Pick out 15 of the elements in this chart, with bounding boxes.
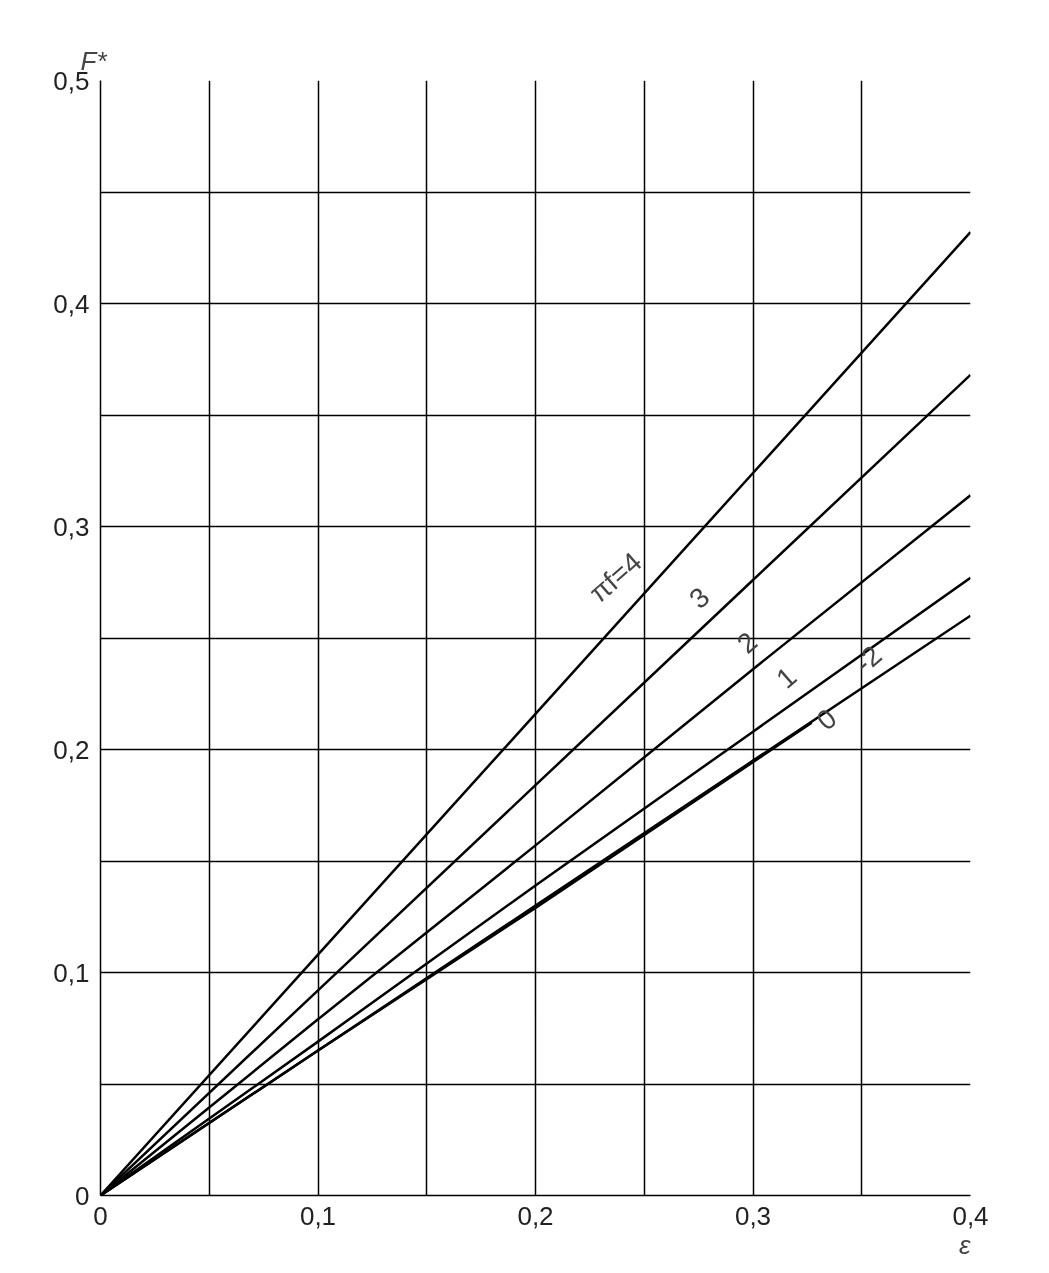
text: -2 bbox=[848, 639, 888, 680]
x-tick-label: 0,1 bbox=[299, 1200, 337, 1231]
y-tick-label: 0,2 bbox=[53, 734, 90, 765]
y-tick-label: 0,4 bbox=[53, 288, 90, 319]
y-tick-label: 0,1 bbox=[53, 957, 90, 988]
text: 2 bbox=[731, 625, 764, 660]
x-tick-label: 0,3 bbox=[734, 1200, 772, 1231]
text: 3 bbox=[683, 581, 716, 615]
y-tick-label: 0 bbox=[75, 1180, 90, 1211]
text: 1 bbox=[770, 660, 803, 695]
x-tick-label: 0,2 bbox=[517, 1200, 554, 1231]
y-tick-label: 0,3 bbox=[53, 511, 90, 542]
text: 0 bbox=[810, 702, 843, 737]
x-axis-title: ε bbox=[959, 1229, 972, 1260]
x-tick-label: 0,4 bbox=[952, 1200, 989, 1231]
